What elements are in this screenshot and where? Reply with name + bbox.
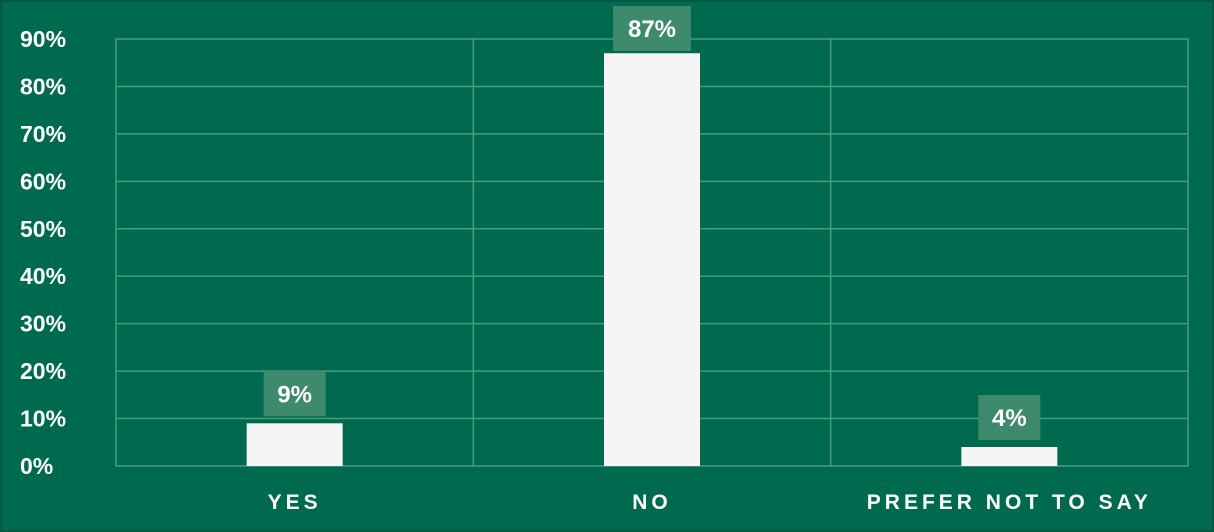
y-tick-label: 50% (20, 216, 66, 242)
bar (246, 423, 343, 466)
y-tick-label: 10% (20, 406, 66, 432)
data-labels: 9% 87% 4% (263, 6, 1041, 441)
y-tick-label: 0% (20, 453, 53, 479)
x-axis-category-labels: YES NO PREFER NOT TO SAY (268, 491, 1152, 514)
data-label-box (978, 395, 1041, 441)
y-tick-label: 20% (20, 358, 66, 384)
x-category-label: PREFER NOT TO SAY (867, 491, 1152, 514)
y-tick-label: 80% (20, 73, 66, 99)
bar (604, 53, 700, 466)
x-category-label: NO (632, 491, 672, 514)
data-label: 87% (628, 16, 676, 43)
bars (246, 53, 1058, 466)
y-tick-label: 40% (20, 263, 66, 289)
bar (961, 447, 1058, 466)
y-tick-label: 70% (20, 121, 66, 147)
x-category-label: YES (268, 491, 322, 514)
data-label: 9% (277, 381, 312, 408)
y-axis-tick-labels: 0% 10% 20% 30% 40% 50% 60% 70% 80% 90% (20, 26, 66, 479)
data-label: 4% (992, 405, 1027, 432)
data-label-box (613, 6, 691, 51)
data-label-box (263, 371, 326, 417)
y-tick-label: 30% (20, 311, 66, 337)
y-tick-label: 90% (20, 26, 66, 52)
y-tick-label: 60% (20, 168, 66, 194)
